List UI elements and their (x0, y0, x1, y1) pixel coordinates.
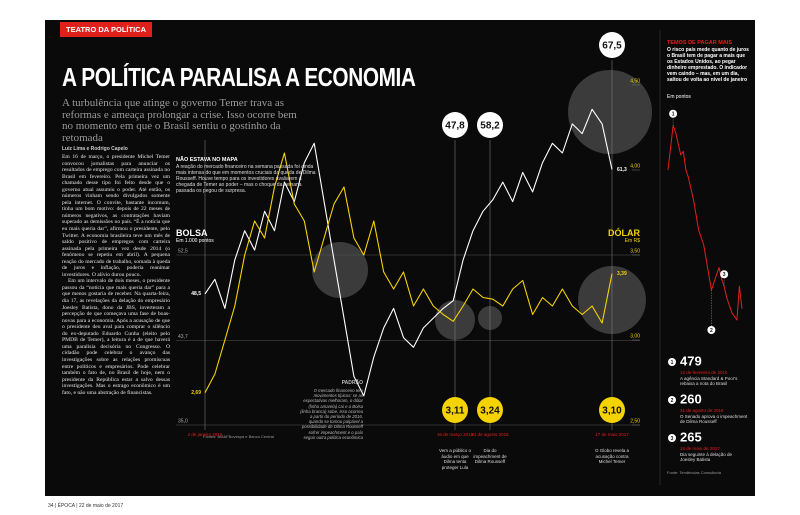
note-title: PADRÃO (341, 380, 363, 386)
start-label: 2,69 (191, 390, 201, 396)
dolar-badge (442, 397, 468, 423)
stat-marker (668, 358, 676, 366)
dolar-badge (599, 397, 625, 423)
dolar-badge-label: 3,11 (446, 406, 465, 417)
dolar-badge-label: 3,24 (480, 406, 500, 417)
stat-value: 260 (680, 391, 702, 406)
y-tick-label: 35,0 (178, 418, 188, 424)
article-body: Em 16 de março, o presidente Michel Teme… (62, 154, 170, 472)
marker-number: 2 (710, 328, 713, 334)
stat-caption: Dia seguinte à delação de Joesley Batist… (680, 452, 733, 463)
stat-value: 479 (680, 353, 702, 368)
end-label: 3,39 (617, 271, 627, 277)
chart-subtitle: A reação do mercado financeiro na semana… (176, 164, 316, 194)
spread-background (45, 20, 755, 496)
stat-date: 18 de maio de 2017 (680, 446, 720, 451)
paragraph: Em 16 de março, o presidente Michel Teme… (62, 154, 170, 278)
chart-unit: Em pontos (667, 94, 691, 100)
source: Fonte: Tendências Consultoria (667, 470, 721, 475)
series-unit: Em R$ (624, 238, 640, 244)
stat-caption: A agência Standard & Poor's rebaixa a no… (680, 376, 738, 387)
marker (707, 326, 716, 334)
dolar-badge (477, 397, 503, 423)
dolar-badge-label: 3,10 (602, 406, 622, 417)
event-caption: Dia do impeachment de Dilma Rousseff (473, 448, 507, 464)
y2-tick-label: 4,00 (630, 163, 640, 169)
y-tick-label: 52,5 (178, 248, 188, 254)
y2-tick-label: 4,50 (630, 78, 640, 84)
stat-date: 31 de agosto de 2016 (680, 408, 724, 413)
series-name: DÓLAR (608, 228, 640, 238)
chart-subtitle: O risco país mede quanto de juros o Bras… (667, 47, 749, 83)
chart-title: NÃO ESTAVA NO MAPA (176, 157, 238, 163)
bolsa-badge-label: 47,8 (445, 121, 465, 132)
marker (669, 109, 678, 118)
event-caption: Vem a público o áudio em que Dilma tenta… (438, 448, 472, 470)
bolsa-badge (442, 112, 468, 138)
stat-number: 2 (671, 398, 674, 404)
bolsa-badge-label: 58,2 (480, 121, 500, 132)
source: Fontes: BM&FBovespa e Banco Central (203, 434, 274, 439)
series-unit: Em 1.000 pontos (176, 238, 214, 244)
end-label: 61,3 (617, 167, 627, 173)
event-caption: O Globo revela a acusação contra Michel … (594, 448, 630, 464)
y2-tick-label: 3,50 (630, 248, 640, 254)
stat-number: 1 (671, 360, 674, 366)
stat-date: 12 de fevereiro de 2016 (680, 370, 728, 375)
stat-marker (668, 396, 676, 404)
marker-number: 3 (723, 272, 726, 278)
bolsa-badge-label: 67,5 (602, 41, 622, 52)
event-date: 17 de maio 2017 (595, 432, 629, 437)
bolsa-badge (599, 32, 625, 58)
marker-number: 1 (672, 112, 675, 118)
section-tab: TEATRO DA POLÍTICA (60, 22, 152, 37)
marker (720, 270, 729, 279)
line (204, 108, 613, 397)
highlight (312, 242, 368, 298)
title: A POLÍTICA PARALISA A ECONOMIA (62, 62, 416, 92)
stat-value: 265 (680, 429, 702, 444)
note: O mercado financeiro tem movimentos típi… (300, 388, 363, 440)
paragraph: Em um intervalo de dois meses, o preside… (62, 278, 170, 396)
byline: Luiz Lima e Rodrigo Capelo (62, 146, 128, 152)
event-date: 16 de março 2016 (436, 432, 474, 437)
bolsa-badge (477, 112, 503, 138)
event-date: 2 de janeiro 2016 (187, 432, 223, 437)
line (204, 152, 613, 393)
start-label: 48,5 (191, 291, 201, 297)
y-tick-label: 43,7 (178, 334, 188, 340)
highlight (568, 70, 652, 154)
stat-number: 3 (671, 436, 674, 442)
line (667, 125, 743, 321)
event-date: 31 de agosto 2016 (471, 432, 509, 437)
series-name: BOLSA (176, 228, 208, 238)
stat-marker (668, 434, 676, 442)
chart-title: TEMOS DE PAGAR MAIS (667, 40, 732, 46)
subtitle: A turbulência que atinge o governo Temer… (62, 97, 297, 144)
y2-tick-label: 3,00 (630, 333, 640, 339)
y2-tick-label: 2,50 (630, 418, 640, 424)
footer: 34 | ÉPOCA | 22 de maio de 2017 (48, 503, 124, 509)
stat-caption: O Senado aprova o impeachment de Dilma R… (680, 414, 748, 425)
